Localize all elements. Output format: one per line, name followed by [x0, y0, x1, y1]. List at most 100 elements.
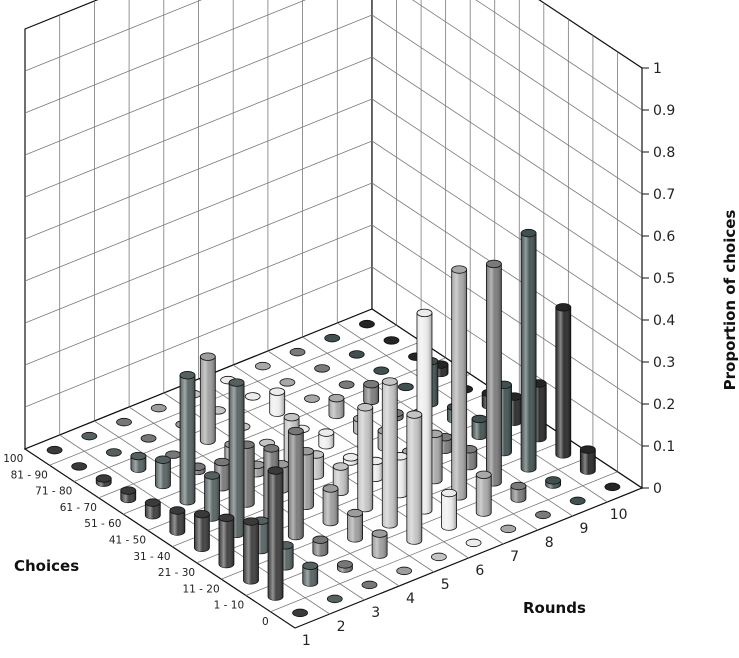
cylinder-shade — [243, 521, 259, 585]
z-axis-title: Proportion of choices — [721, 210, 739, 391]
cylinder-top — [475, 470, 492, 479]
cylinder-shade — [130, 456, 146, 473]
cylinder-top — [81, 431, 98, 441]
cylinder-bar — [228, 378, 245, 538]
cylinder-top — [569, 496, 586, 506]
cylinder-bar — [381, 377, 398, 529]
cylinder-bar — [371, 529, 388, 559]
cylinder-bar — [318, 428, 335, 450]
cylinder-bar — [254, 361, 271, 371]
choice-label: 0 — [262, 616, 269, 628]
wall-gridline — [475, 0, 643, 111]
cylinder-bar — [337, 560, 353, 573]
cylinder-bar — [287, 426, 304, 541]
cylinder-bar — [244, 392, 261, 401]
cylinder-top — [312, 535, 329, 544]
z-tick-label: 1 — [653, 61, 662, 77]
cylinder-top — [604, 482, 621, 492]
cylinder-top — [144, 498, 161, 507]
cylinder-shade — [204, 475, 220, 522]
cylinder-bar — [361, 580, 378, 590]
cylinder-bar — [199, 352, 216, 445]
cylinder-bar — [269, 387, 286, 417]
cylinder-bar — [348, 350, 365, 359]
choice-label: 41 - 50 — [109, 535, 146, 547]
cylinder-top — [371, 529, 388, 538]
cylinder-top — [381, 377, 398, 386]
cylinder-bar — [46, 445, 63, 455]
cylinder-top — [120, 486, 137, 495]
wall-gridline — [412, 0, 643, 153]
cylinder-shade — [521, 233, 537, 473]
cylinder-shade — [323, 488, 339, 526]
cylinder-bar — [397, 382, 414, 392]
cylinder-bar — [569, 496, 586, 506]
cylinder-bar — [243, 517, 259, 585]
cylinder-bar — [204, 471, 220, 522]
cylinder-top — [318, 428, 335, 437]
choice-label: 21 - 30 — [158, 567, 195, 579]
cylinder-top — [116, 417, 132, 427]
cylinder-bar — [312, 535, 329, 557]
cylinder-bar — [71, 462, 88, 471]
round-label: 9 — [579, 521, 588, 537]
cylinder-top — [95, 474, 112, 483]
wall-gridline — [371, 14, 643, 195]
cylinder-top — [130, 451, 147, 461]
wall-gridline — [371, 266, 643, 447]
cylinder-shade — [451, 269, 467, 501]
wall-gridline — [371, 224, 643, 405]
cylinder-top — [396, 566, 413, 576]
floor-gridline — [49, 324, 397, 466]
cylinder-shade — [471, 418, 487, 440]
y-axis-title: Choices — [14, 557, 79, 575]
cylinder-top — [322, 484, 339, 493]
cylinder-bar — [105, 448, 122, 457]
cylinder-bar — [357, 403, 374, 513]
cylinder-top — [471, 414, 488, 424]
labels-layer: 0 0.1 0.2 0.3 0.4 0.5 0.6 0.7 0.8 0.9 1 1 2 3 4 5 6 7 8 9 10… — [0, 61, 675, 649]
cylinder-bar — [441, 488, 457, 531]
cylinder-shade — [510, 485, 526, 503]
cylinder-bar — [383, 336, 400, 345]
cylinder-bar — [267, 466, 284, 601]
cylinder-bar — [359, 319, 375, 329]
back-walls — [24, 0, 643, 490]
cylinder-bar — [314, 364, 330, 373]
cylinder-shade — [200, 356, 216, 445]
cylinder-shade — [268, 470, 284, 601]
cylinder-shade — [229, 382, 245, 538]
cylinder-top — [46, 445, 63, 455]
cylinder-shade — [180, 375, 196, 506]
cylinder-top — [535, 510, 551, 520]
round-label: 6 — [475, 563, 484, 579]
cylinder-top — [337, 560, 353, 569]
floor-gridline — [302, 336, 573, 517]
x-axis-title: Rounds — [523, 599, 586, 617]
cylinder-bar — [116, 417, 132, 427]
wall-gridline — [371, 140, 643, 321]
choice-label: 31 - 40 — [133, 551, 170, 563]
round-label: 4 — [406, 591, 415, 607]
cylinder-top — [243, 517, 259, 526]
round-label: 1 — [302, 633, 311, 649]
cylinder-top — [304, 394, 320, 403]
cylinder-bar — [520, 228, 537, 473]
cylinder-bar — [451, 265, 468, 501]
choice-label: 91 - 100 — [0, 453, 23, 465]
cylinder-shade — [357, 407, 373, 512]
cylinder-shade — [218, 517, 234, 568]
cylinder-shade — [318, 432, 334, 450]
cylinder-shade — [555, 307, 571, 459]
cylinder-bar — [120, 486, 137, 504]
cylinder-top — [406, 410, 423, 419]
cylinder-bar — [500, 524, 517, 534]
cylinder-shade — [288, 431, 304, 540]
round-label: 8 — [545, 535, 554, 551]
cylinder-bar — [579, 445, 596, 475]
cylinder-shade — [347, 513, 363, 543]
cylinder-bar — [430, 552, 447, 562]
cylinder-top — [254, 361, 271, 371]
cylinder-top — [283, 413, 300, 422]
